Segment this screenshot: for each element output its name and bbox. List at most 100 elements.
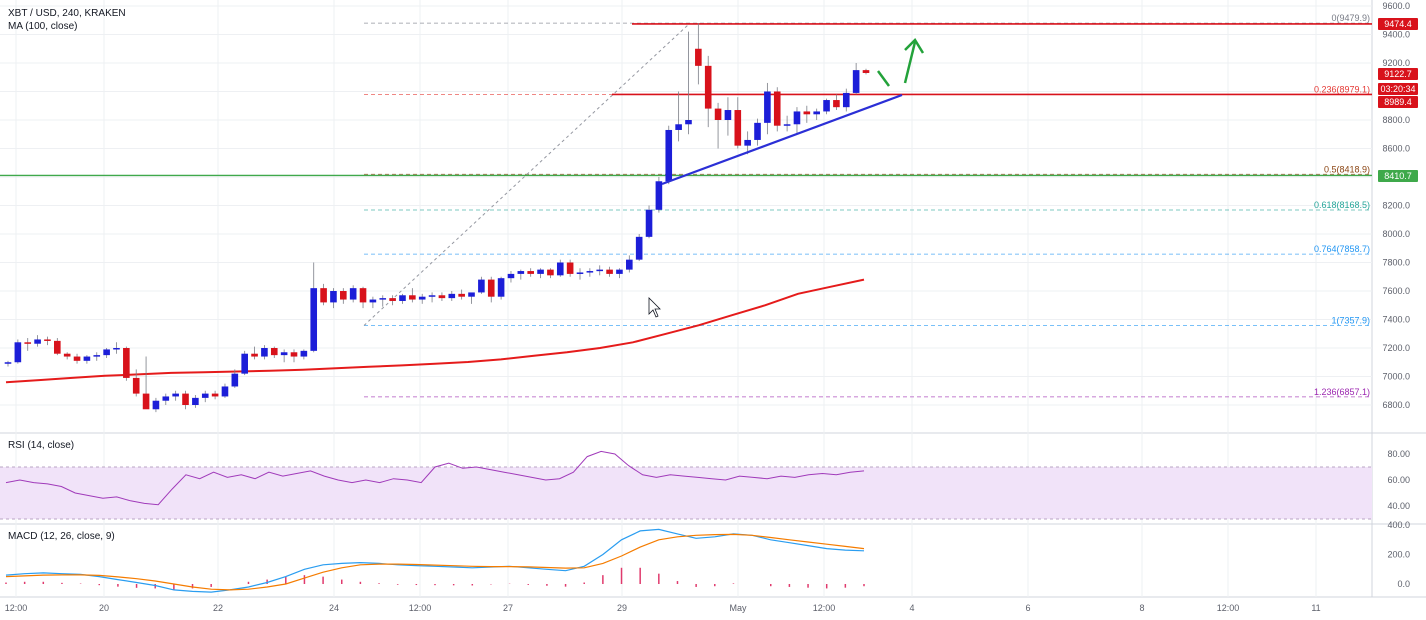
time-tick-label: 11 <box>1311 603 1320 613</box>
candle-body <box>379 298 387 300</box>
rsi-tick-label: 60.00 <box>1387 475 1410 485</box>
candle-body <box>586 271 594 273</box>
candle-body <box>44 339 51 341</box>
candle-body <box>349 288 357 300</box>
time-tick-label: 27 <box>503 603 513 613</box>
price-tick-label: 7600.0 <box>1382 286 1410 296</box>
candle-body <box>645 209 653 237</box>
candle-body <box>320 288 327 303</box>
candle-body <box>438 295 446 299</box>
candle-body <box>764 91 771 123</box>
price-tick-label: 9200.0 <box>1382 58 1410 68</box>
price-tick-label: 9400.0 <box>1382 30 1410 40</box>
candle-body <box>793 111 801 125</box>
candle-body <box>596 269 604 272</box>
candle-body <box>428 295 436 297</box>
candle-body <box>487 279 495 297</box>
candle-body <box>655 181 663 210</box>
rsi-label: RSI (14, close) <box>8 440 75 451</box>
time-tick-label: 12:00 <box>813 603 836 613</box>
candle-body <box>310 288 318 351</box>
time-tick-label: 4 <box>909 603 914 613</box>
candle-body <box>704 65 712 109</box>
fib-level-label: 0.618(8168.5) <box>1314 200 1370 210</box>
rsi-tick-label: 40.00 <box>1387 501 1410 511</box>
macd-tick-label: 400.0 <box>1387 520 1410 530</box>
candle-body <box>261 348 268 357</box>
candle-body <box>527 271 534 274</box>
candle-body <box>4 362 12 364</box>
countdown-tag-bg <box>1378 83 1418 95</box>
macd-line <box>5 528 865 593</box>
time-tick-label: 8 <box>1139 603 1144 613</box>
candle-body <box>113 348 120 350</box>
candle-body <box>34 339 41 344</box>
candle-body <box>211 393 219 397</box>
fib-level-label: 1.236(6857.1) <box>1314 387 1370 397</box>
last-price-tag-bg <box>1378 68 1418 80</box>
time-tick-label: 12:00 <box>1217 603 1240 613</box>
candle-body <box>280 352 288 356</box>
candle-body <box>566 262 574 274</box>
candle-body <box>103 349 110 356</box>
candle-body <box>862 70 870 73</box>
fib-level-label: 1(7357.9) <box>1331 315 1370 325</box>
macd-tick-label: 0.0 <box>1397 579 1410 589</box>
candle-body <box>754 122 761 140</box>
fib-level-label: 0(9479.9) <box>1331 13 1370 23</box>
price-tick-label: 8200.0 <box>1382 201 1410 211</box>
candle-body <box>734 110 742 146</box>
candle-body <box>409 295 416 300</box>
candle-body <box>507 273 515 279</box>
price-tick-label: 8600.0 <box>1382 144 1410 154</box>
candle-body <box>389 298 396 301</box>
candle-body <box>152 400 160 410</box>
candle-body <box>83 356 91 361</box>
time-tick-label: 22 <box>213 603 223 613</box>
candle-body <box>714 108 722 120</box>
candle-body <box>330 291 337 303</box>
time-tick-label: 24 <box>329 603 339 613</box>
time-tick-label: 12:00 <box>5 603 28 613</box>
fib-level-label: 0.236(8979.1) <box>1314 84 1370 94</box>
candle-body <box>695 48 702 66</box>
ma-indicator-label: MA (100, close) <box>8 21 78 32</box>
candle-body <box>24 342 32 344</box>
price-tick-label: 7200.0 <box>1382 343 1410 353</box>
candle-body <box>675 124 682 130</box>
candle-body <box>418 296 426 300</box>
ma100-line <box>5 278 865 384</box>
candle-body <box>142 393 150 410</box>
candle-body <box>626 259 633 270</box>
chart-title: XBT / USD, 240, KRAKEN <box>8 8 126 19</box>
price-tick-label: 7000.0 <box>1382 372 1410 382</box>
candle-body <box>744 139 751 146</box>
prev-price-tag: 8989.4 <box>1384 97 1412 107</box>
prev-price-tag-bg <box>1378 96 1418 108</box>
candle-body <box>773 91 781 126</box>
candle-body <box>665 129 673 182</box>
price-tick-label: 8000.0 <box>1382 229 1410 239</box>
support-price-tag: 8410.7 <box>1384 171 1412 181</box>
fib-diagonal <box>363 22 691 326</box>
candle-body <box>556 262 564 276</box>
candle-body <box>162 396 170 401</box>
mouse-cursor-icon <box>648 297 661 318</box>
candle-body <box>448 293 456 299</box>
candle-body <box>172 393 179 397</box>
candle-body <box>300 350 308 357</box>
time-tick-label: 20 <box>99 603 109 613</box>
candle-body <box>251 353 258 357</box>
candle-body <box>458 293 465 297</box>
candle-body <box>813 111 820 115</box>
candle-body <box>221 386 229 397</box>
price-tick-label: 6800.0 <box>1382 400 1410 410</box>
ascending-trendline <box>661 93 903 186</box>
candle-body <box>833 100 840 108</box>
price-tick-label: 7400.0 <box>1382 315 1410 325</box>
candle-body <box>123 348 130 378</box>
price-tick-label: 8800.0 <box>1382 115 1410 125</box>
price-tick-label: 7800.0 <box>1382 258 1410 268</box>
time-tick-label: 12:00 <box>409 603 432 613</box>
